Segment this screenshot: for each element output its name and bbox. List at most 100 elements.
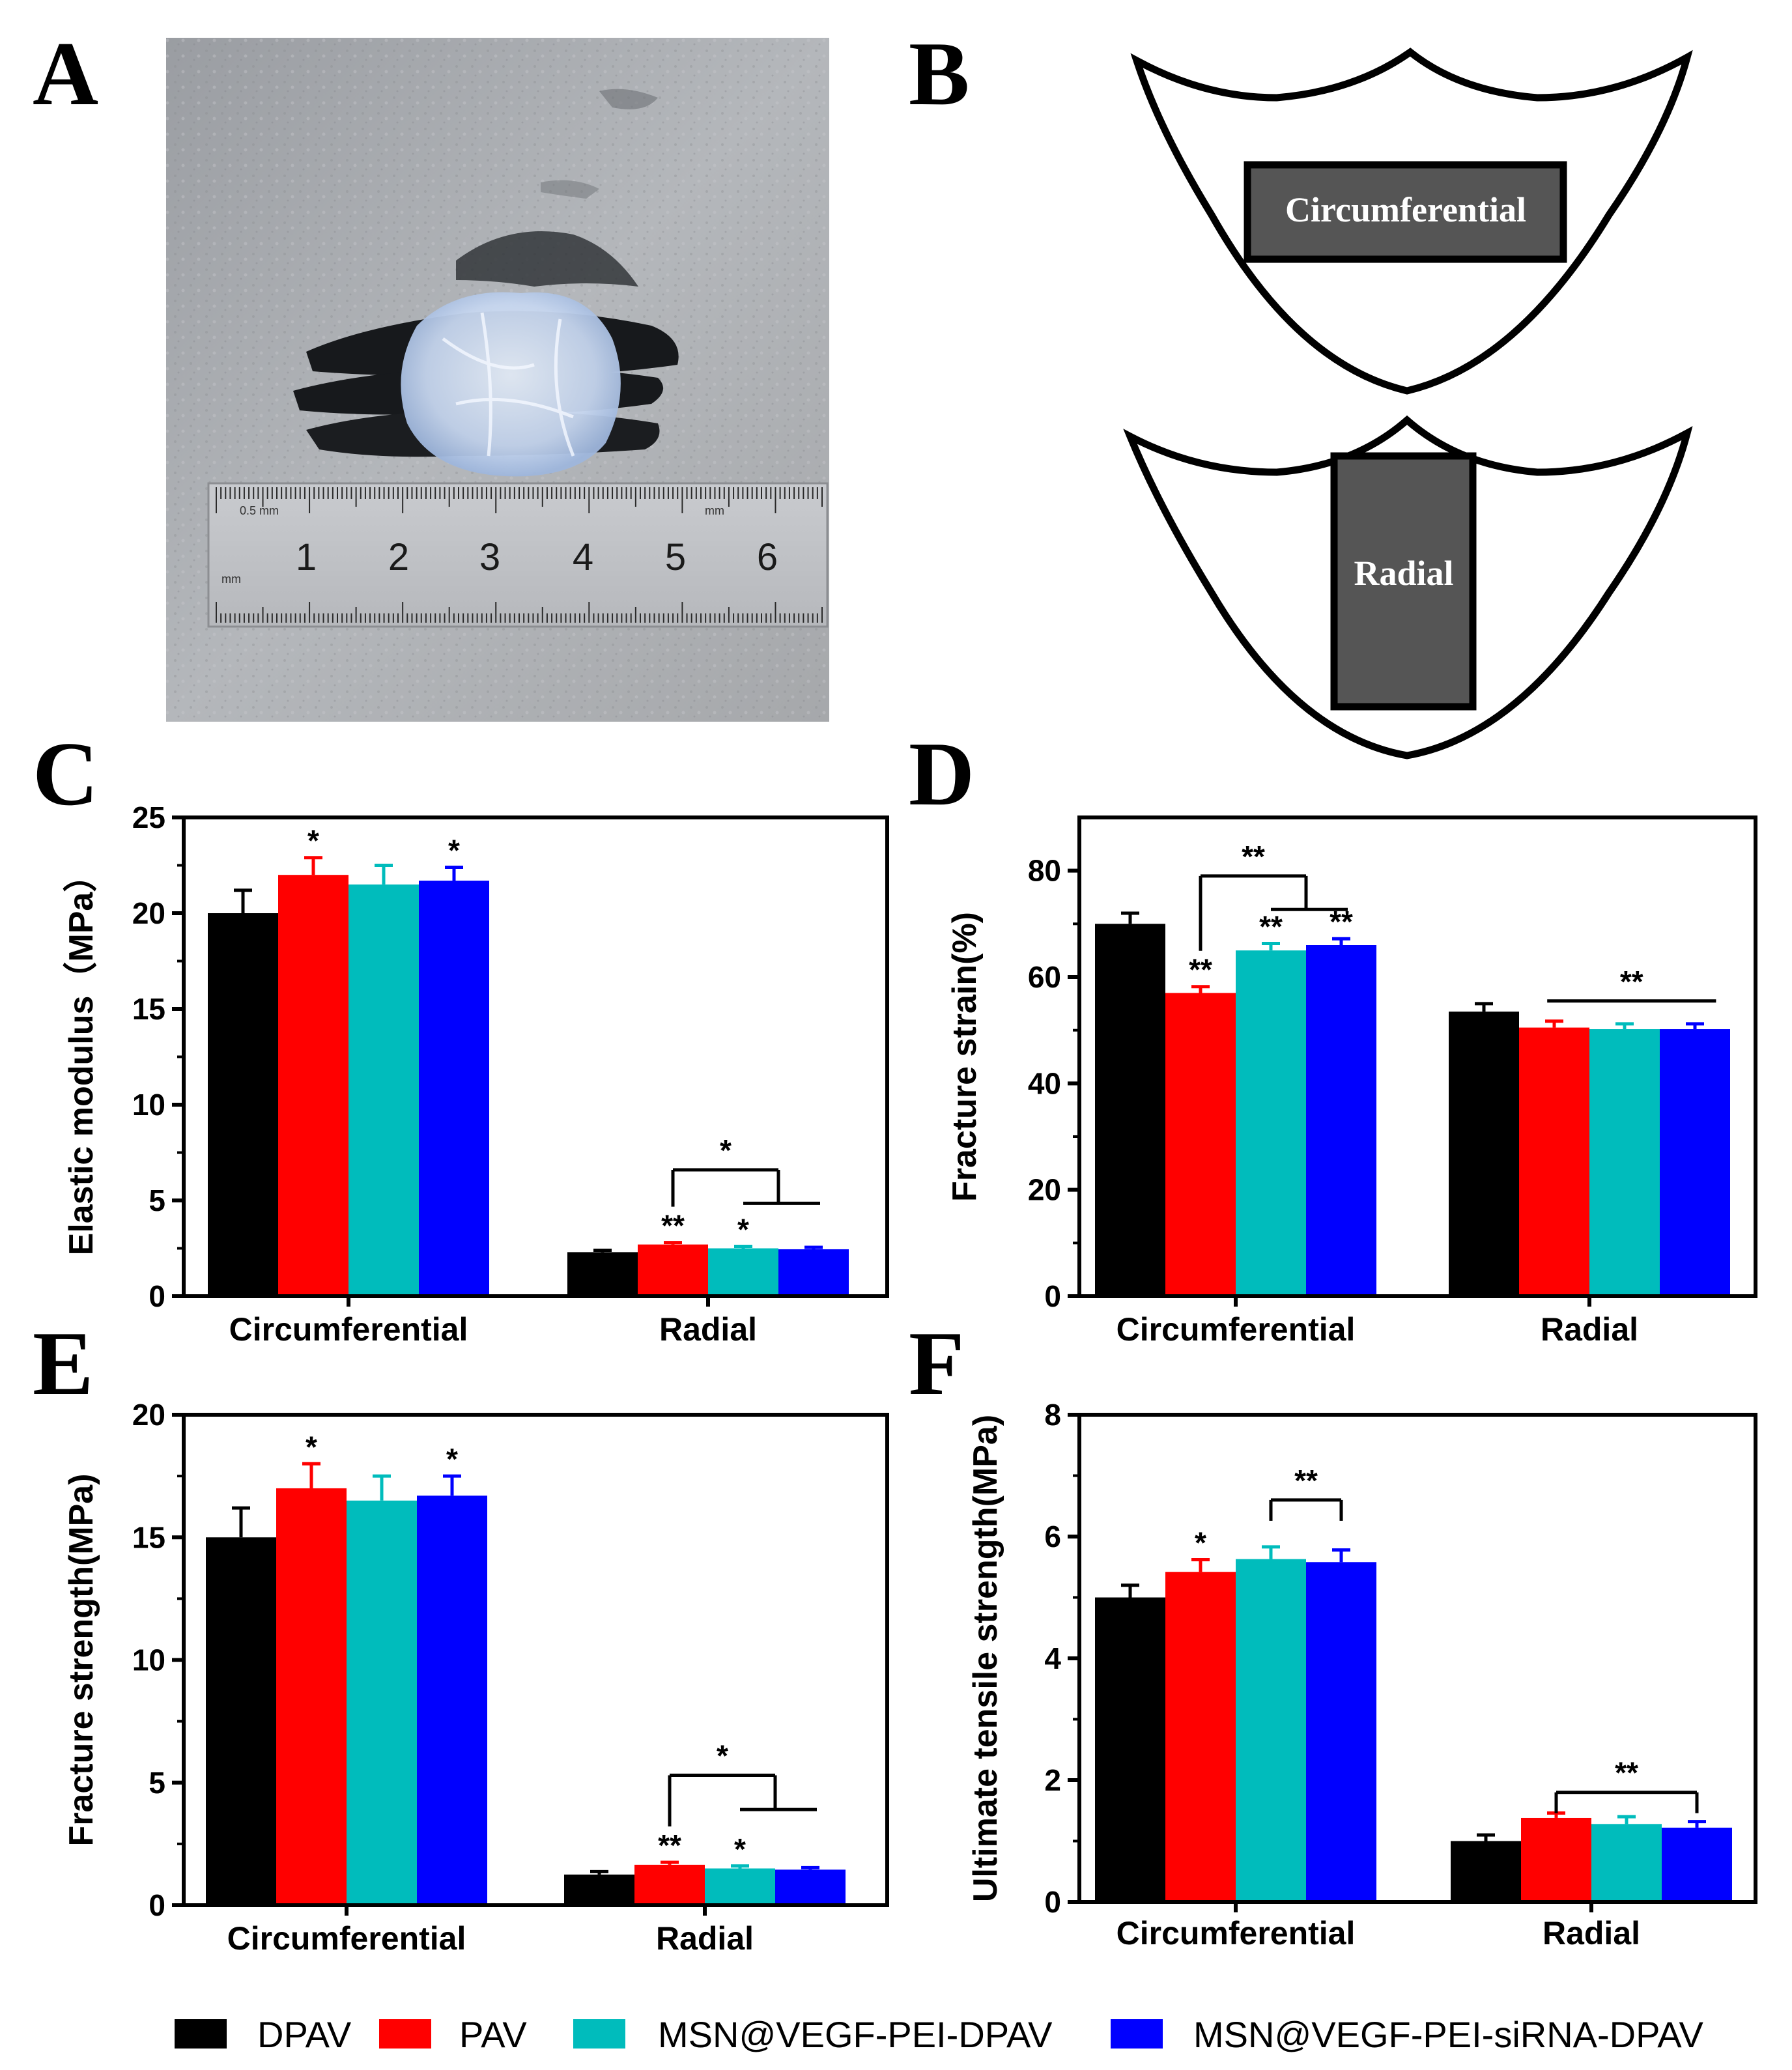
y-tick-label: 8	[1044, 1398, 1061, 1432]
panel-label-c: C	[33, 724, 98, 825]
y-tick-label: 4	[1044, 1641, 1061, 1675]
photo-panel: 0.5 mm mm mm 1 2 3 4 5 6	[166, 38, 829, 722]
bar	[417, 1496, 487, 1905]
significance-marker: **	[661, 1209, 685, 1243]
bar	[278, 875, 348, 1296]
ruler-body	[207, 482, 829, 628]
bar	[778, 1249, 849, 1296]
legend-label-msn-sirna-dpav: MSN@VEGF-PEI-siRNA-DPAV	[1193, 2014, 1703, 2055]
bar	[1236, 950, 1306, 1296]
y-tick-label: 10	[132, 1088, 165, 1122]
significance-marker: **	[658, 1828, 681, 1862]
bar	[1451, 1841, 1521, 1902]
legend-label-msn-dpav: MSN@VEGF-PEI-DPAV	[658, 2014, 1053, 2055]
bracket-label: **	[1294, 1464, 1318, 1497]
significance-marker: **	[1189, 953, 1212, 987]
bar	[1662, 1827, 1732, 1902]
bar	[634, 1864, 705, 1905]
panel-label-b: B	[909, 23, 969, 124]
x-category-label: Circumferential	[1116, 1915, 1356, 1951]
y-tick-label: 20	[1028, 1173, 1061, 1207]
plot-frame	[1077, 1413, 1757, 1904]
ruler-unit-top: 0.5 mm	[240, 504, 279, 517]
x-category-label: Circumferential	[227, 1920, 466, 1957]
bracket-label: *	[717, 1738, 728, 1772]
bar	[708, 1248, 778, 1296]
significance-marker: *	[307, 824, 319, 858]
y-axis-label: Elastic modulus（MPa）	[63, 858, 100, 1256]
ruler-ticks	[216, 487, 823, 623]
y-axis-label: Ultimate tensile strength(MPa)	[967, 1415, 1004, 1902]
legend-swatch-msn-sirna-dpav	[1111, 2019, 1163, 2049]
bar	[638, 1244, 708, 1296]
radial-strip	[1330, 452, 1477, 711]
y-tick-label: 25	[132, 801, 165, 834]
schematic-panel: Circumferential Radial	[1123, 48, 1693, 759]
y-tick-label: 60	[1028, 960, 1061, 994]
bar	[775, 1869, 846, 1905]
legend-swatch-pav	[379, 2019, 431, 2049]
bar	[1306, 945, 1376, 1296]
bar	[1449, 1012, 1519, 1296]
bar	[419, 881, 489, 1296]
ruler-number: 6	[757, 536, 778, 578]
panel-label-f: F	[909, 1313, 965, 1414]
bracket-label: **	[1620, 965, 1643, 999]
x-category-label: Radial	[1543, 1915, 1640, 1951]
legend-label-dpav: DPAV	[257, 2014, 352, 2055]
ruler-number: 4	[573, 536, 593, 578]
x-category-label: Circumferential	[229, 1311, 468, 1348]
significance-marker: *	[448, 833, 460, 867]
ruler-unit-mid: mm	[705, 504, 724, 517]
ruler-unit-bottom: mm	[221, 573, 241, 586]
ruler-number: 3	[479, 536, 500, 578]
bar	[1165, 1572, 1236, 1902]
significance-marker: *	[737, 1213, 749, 1247]
y-tick-label: 5	[149, 1766, 165, 1800]
legend-swatch-msn-dpav	[573, 2019, 625, 2049]
y-tick-label: 0	[149, 1888, 165, 1922]
significance-marker: *	[1195, 1526, 1206, 1560]
ruler-numbers: 1 2 3 4 5 6	[296, 536, 778, 578]
significance-marker: *	[734, 1832, 746, 1866]
bar	[208, 913, 278, 1296]
bar	[1519, 1027, 1589, 1296]
y-tick-label: 20	[132, 1398, 165, 1432]
ruler-number: 1	[296, 536, 317, 578]
x-category-label: Circumferential	[1116, 1311, 1356, 1348]
bar	[1591, 1824, 1662, 1902]
bracket-label: **	[1242, 840, 1265, 873]
bar	[1095, 1597, 1165, 1902]
y-tick-label: 40	[1028, 1066, 1061, 1100]
panel-label-d: D	[909, 724, 974, 825]
bar	[1660, 1029, 1730, 1296]
radial-strip-label: Radial	[1354, 554, 1453, 593]
circumferential-strip-label: Circumferential	[1285, 190, 1526, 229]
bar	[567, 1252, 638, 1296]
legend: DPAV PAV MSN@VEGF-PEI-DPAV MSN@VEGF-PEI-…	[175, 2014, 1703, 2055]
y-tick-label: 0	[1044, 1885, 1061, 1919]
bar	[1589, 1029, 1660, 1296]
significance-marker: *	[306, 1430, 317, 1464]
bracket-label: **	[1615, 1756, 1638, 1790]
y-tick-label: 0	[149, 1279, 165, 1313]
bar	[1306, 1562, 1376, 1902]
bar	[348, 884, 419, 1296]
x-category-label: Radial	[659, 1311, 757, 1348]
photo-smudge	[599, 89, 658, 109]
y-tick-label: 0	[1044, 1279, 1061, 1313]
panel-label-e: E	[33, 1313, 93, 1414]
y-tick-label: 15	[132, 992, 165, 1026]
bar	[347, 1500, 417, 1905]
y-tick-label: 6	[1044, 1520, 1061, 1553]
ruler: 0.5 mm mm mm 1 2 3 4 5 6	[207, 482, 829, 628]
y-tick-label: 5	[149, 1184, 165, 1217]
ruler-number: 5	[665, 536, 686, 578]
bar	[564, 1874, 634, 1905]
y-tick-label: 2	[1044, 1763, 1061, 1797]
significance-marker: **	[1259, 910, 1283, 944]
